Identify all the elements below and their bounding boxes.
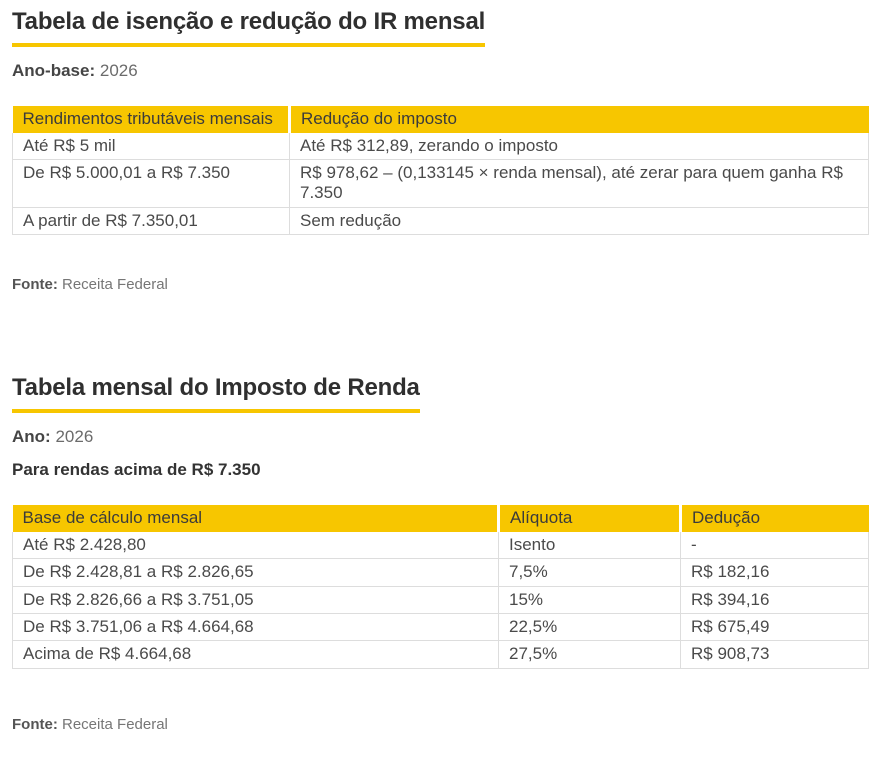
table-cell: - (680, 531, 869, 560)
table-cell: Acima de R$ 4.664,68 (12, 640, 499, 669)
section-isencao-reducao: Tabela de isenção e redução do IR mensal… (12, 8, 869, 295)
source-value: Receita Federal (62, 276, 168, 294)
table-cell: R$ 675,49 (680, 613, 869, 642)
table-cell: Sem redução (289, 207, 869, 236)
table-row: De R$ 2.826,66 a R$ 3.751,05 15% R$ 394,… (12, 586, 869, 615)
table-row: Até R$ 5 mil Até R$ 312,89, zerando o im… (12, 132, 869, 160)
table-row: De R$ 2.428,81 a R$ 2.826,65 7,5% R$ 182… (12, 558, 869, 587)
table-cell: 27,5% (498, 640, 681, 669)
table-header-row: Base de cálculo mensal Alíquota Dedução (12, 505, 869, 532)
table-row: De R$ 3.751,06 a R$ 4.664,68 22,5% R$ 67… (12, 613, 869, 642)
table-cell: R$ 908,73 (680, 640, 869, 669)
table-cell: 22,5% (498, 613, 681, 642)
meta-ano-label: Ano: (12, 426, 51, 446)
table-cell: A partir de R$ 7.350,01 (12, 207, 290, 236)
table-header-row: Rendimentos tributáveis mensais Redução … (12, 106, 869, 133)
column-header-deducao: Dedução (680, 505, 869, 532)
column-header-aliquota: Alíquota (498, 505, 682, 532)
isencao-reducao-table: Rendimentos tributáveis mensais Redução … (12, 106, 869, 236)
section-title-isencao: Tabela de isenção e redução do IR mensal (12, 8, 485, 47)
aliquota-deducao-table: Base de cálculo mensal Alíquota Dedução … (12, 505, 869, 669)
table-cell: Isento (498, 531, 681, 560)
meta-ano-value: 2026 (55, 426, 94, 446)
meta-ano-base-value: 2026 (99, 60, 138, 80)
source-label: Fonte: (12, 276, 58, 294)
source-line: Fonte: Receita Federal (12, 276, 868, 295)
table-cell: Até R$ 312,89, zerando o imposto (289, 132, 869, 160)
column-header-reducao: Redução do imposto (289, 106, 869, 133)
table-cell: Até R$ 5 mil (12, 132, 290, 160)
table-cell: 15% (498, 586, 681, 615)
table-cell: De R$ 2.826,66 a R$ 3.751,05 (12, 586, 499, 615)
table-cell: De R$ 2.428,81 a R$ 2.826,65 (12, 558, 499, 587)
column-header-base-calculo: Base de cálculo mensal (12, 505, 500, 532)
section-title-tabela-mensal: Tabela mensal do Imposto de Renda (12, 374, 420, 413)
page: Tabela de isenção e redução do IR mensal… (12, 8, 869, 735)
table-cell: Até R$ 2.428,80 (12, 531, 499, 560)
source-label: Fonte: (12, 715, 58, 733)
table-cell: De R$ 5.000,01 a R$ 7.350 (12, 159, 290, 208)
table-row: Até R$ 2.428,80 Isento - (12, 531, 869, 560)
table-cell: De R$ 3.751,06 a R$ 4.664,68 (12, 613, 499, 642)
table-cell: R$ 978,62 – (0,133145 × renda mensal), a… (289, 159, 869, 208)
meta-ano: Ano: 2026 (12, 427, 868, 447)
table-cell: 7,5% (498, 558, 681, 587)
meta-ano-base-label: Ano-base: (12, 60, 96, 80)
column-header-rendimentos: Rendimentos tributáveis mensais (12, 106, 291, 133)
section-subtitle: Para rendas acima de R$ 7.350 (12, 460, 261, 480)
source-line: Fonte: Receita Federal (12, 716, 868, 735)
meta-ano-base: Ano-base: 2026 (12, 61, 868, 81)
table-cell: R$ 394,16 (680, 586, 869, 615)
table-cell: R$ 182,16 (680, 558, 869, 587)
table-row: A partir de R$ 7.350,01 Sem redução (12, 207, 869, 236)
source-value: Receita Federal (62, 715, 168, 733)
table-row: Acima de R$ 4.664,68 27,5% R$ 908,73 (12, 640, 869, 669)
table-row: De R$ 5.000,01 a R$ 7.350 R$ 978,62 – (0… (12, 159, 869, 208)
section-tabela-mensal: Tabela mensal do Imposto de Renda Ano: 2… (12, 374, 869, 735)
